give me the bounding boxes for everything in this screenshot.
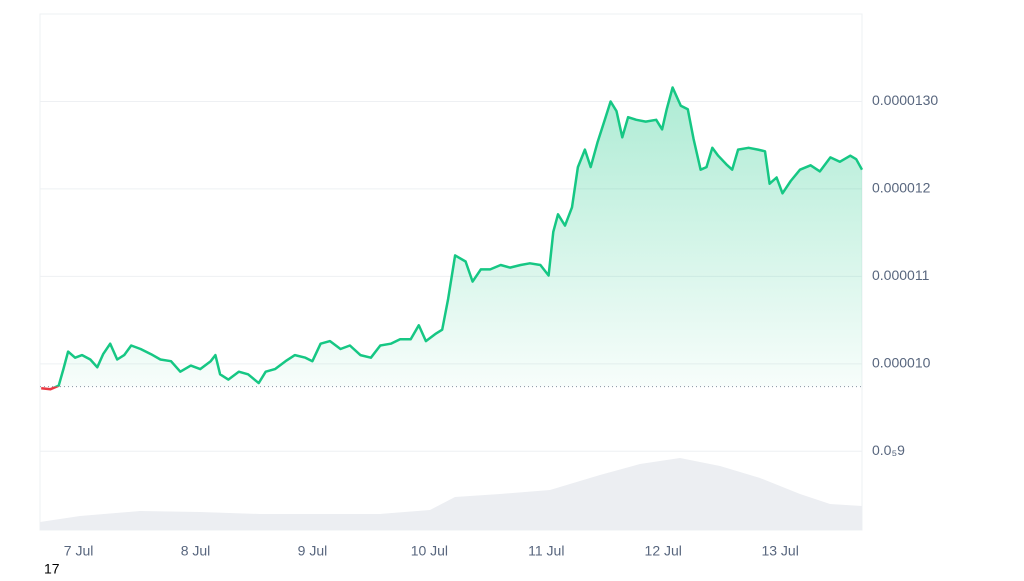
price-line	[53, 86, 864, 387]
x-tick-label: 10 Jul	[411, 543, 448, 559]
y-tick-label: 0.000011	[872, 267, 930, 283]
footer-text: 17	[44, 561, 60, 576]
x-tick-label: 12 Jul	[645, 543, 682, 559]
x-tick-label: 11 Jul	[528, 543, 564, 559]
price-area	[41, 87, 862, 387]
x-tick-label: 7 Jul	[64, 543, 94, 559]
x-tick-label: 13 Jul	[761, 543, 798, 559]
marks	[41, 86, 864, 391]
y-tick-label: 0.000010	[872, 355, 931, 371]
y-tick-label: 0.000012	[872, 180, 931, 196]
y-tick-label: 0.0₅9	[872, 442, 905, 458]
x-tick-label: 8 Jul	[181, 543, 211, 559]
labels: 0.0₅9 0.000010 0.000011 0.000012 0.0000130 7 …	[64, 92, 939, 559]
x-tick-label: 9 Jul	[298, 543, 328, 559]
volume-area	[40, 458, 862, 530]
y-tick-label: 0.0000130	[872, 92, 938, 108]
